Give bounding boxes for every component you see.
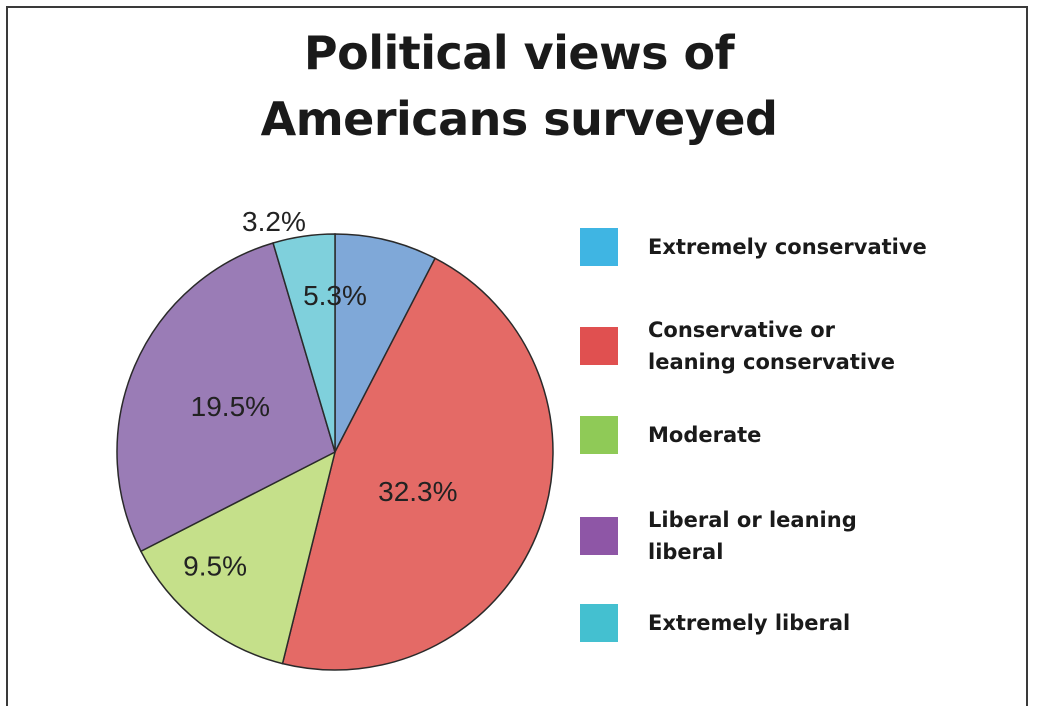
legend-label-3: Moderate xyxy=(648,423,762,447)
pie-slice-label-3: 9.5% xyxy=(183,550,247,581)
pie-slice-4 xyxy=(116,242,336,553)
legend-label-4: Liberal or leaning liberal xyxy=(648,508,857,564)
pie-slice-label-1: 5.3% xyxy=(303,280,367,311)
legend-swatch-1 xyxy=(580,228,618,266)
legend-label-1: Extremely conservative xyxy=(648,235,927,259)
legend-swatch-2 xyxy=(580,327,618,365)
legend-label-2: Conservative or leaning conservative xyxy=(648,318,896,374)
legend-item-1: Extremely conservative xyxy=(580,228,927,266)
pie-slice-label-5: 3.2% xyxy=(242,206,306,237)
chart-title: Political views of Americans surveyed xyxy=(0,20,1038,152)
legend-item-2: Conservative or leaning conservative xyxy=(580,314,895,378)
pie-slice-label-4: 19.5% xyxy=(191,391,270,422)
legend-label-5: Extremely liberal xyxy=(648,611,851,635)
legend-item-5: Extremely liberal xyxy=(580,604,850,642)
pie-slice-1 xyxy=(334,233,437,453)
legend-item-4: Liberal or leaning liberal xyxy=(580,504,857,568)
chart-title-line-1: Political views of xyxy=(303,26,735,80)
legend-item-3: Moderate xyxy=(580,416,761,454)
legend-swatch-3 xyxy=(580,416,618,454)
pie-slice-2 xyxy=(281,257,554,671)
pie-slice-5 xyxy=(272,233,336,453)
legend-swatch-5 xyxy=(580,604,618,642)
pie-slice-label-2: 32.3% xyxy=(378,476,457,507)
chart-title-line-2: Americans surveyed xyxy=(260,92,778,146)
legend-swatch-4 xyxy=(580,517,618,555)
pie-slice-3 xyxy=(139,450,337,665)
